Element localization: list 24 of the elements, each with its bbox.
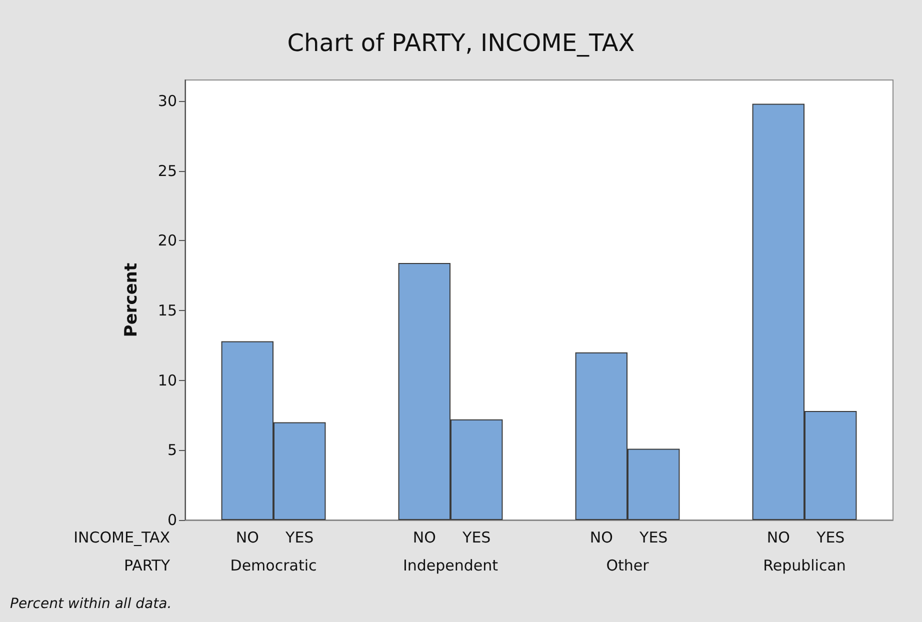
text: INCOME_TAX	[74, 528, 170, 546]
x-tick-label: Republican	[763, 556, 846, 574]
text: YES	[462, 528, 491, 546]
y-tick-label: 15	[158, 301, 177, 320]
text: Percent within all data.	[10, 596, 172, 612]
text: NO	[412, 528, 436, 546]
y-tick-label: 5	[167, 441, 177, 460]
text: YES	[816, 528, 845, 546]
y-tick-label: 10	[158, 371, 177, 390]
y-tick-label: 25	[158, 162, 177, 180]
text: YES	[640, 528, 668, 546]
series-label: NO	[236, 528, 259, 546]
text: PARTY	[124, 556, 171, 574]
text: NO	[590, 528, 613, 546]
text: NO	[766, 528, 790, 546]
y-axis-title: Percent	[122, 262, 142, 338]
y-tick-label: 0	[167, 511, 177, 529]
series-label: YES	[284, 528, 314, 546]
x-tick-label: Other	[606, 556, 650, 574]
x-tick-label: Independent	[402, 556, 498, 574]
x-tick-label: Democratic	[230, 556, 317, 574]
y-tick-label: 30	[158, 92, 177, 110]
chart-title: Chart of PARTY, INCOME_TAX	[287, 29, 635, 57]
y-tick-label: 20	[158, 232, 177, 250]
